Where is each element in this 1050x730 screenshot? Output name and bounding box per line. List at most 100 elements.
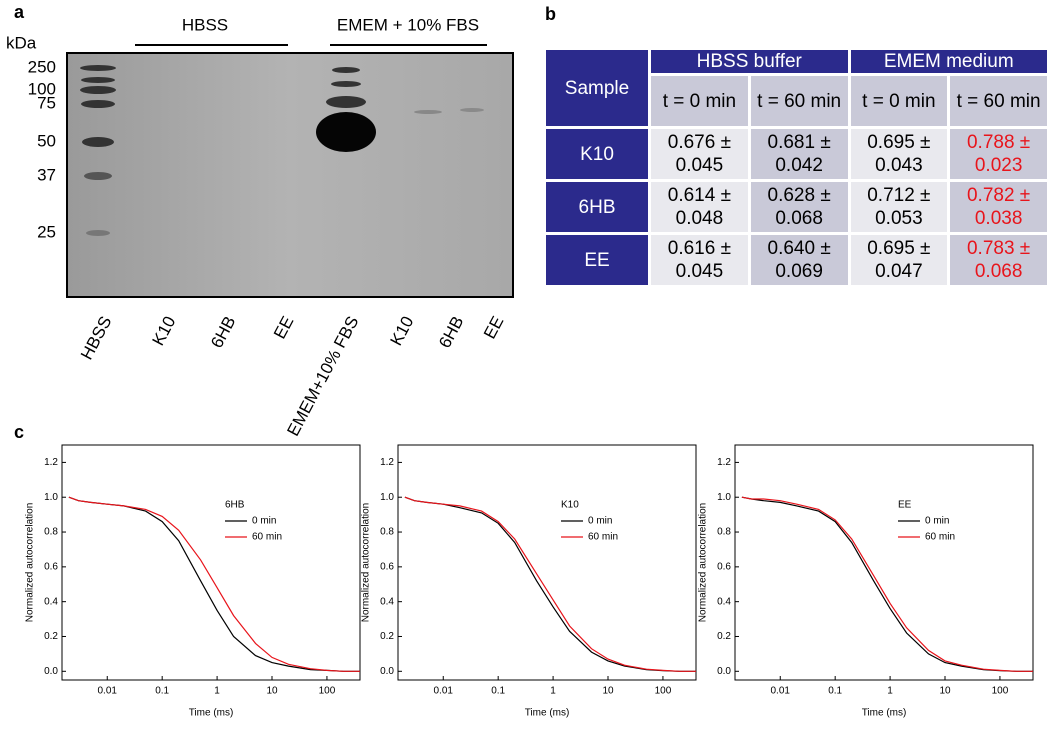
subheader-cell: t = 0 min [850,76,948,126]
chart-label: K10 [561,500,579,511]
y-tick-label: 1.0 [44,492,58,503]
value-cell: 0.695 ± 0.043 [850,129,948,179]
x-axis-label: Time (ms) [862,708,907,719]
legend-label: 0 min [252,516,276,527]
lane-label: 6HB [207,313,239,351]
y-tick-label: 0.0 [380,666,394,677]
chart-label: EE [898,500,912,511]
x-axis-label: Time (ms) [189,708,234,719]
y-tick-label: 1.2 [380,457,394,468]
x-tick-label: 100 [992,686,1009,697]
y-axis-label: Normalized autocorrelation [361,503,372,623]
marker-label: 25 [37,222,56,241]
y-tick-label: 0.0 [717,666,731,677]
lane-label: K10 [387,313,418,349]
value-cell: 0.676 ± 0.045 [651,129,748,179]
legend-label: 0 min [925,516,949,527]
y-tick-label: 0.2 [380,631,394,642]
value-cell: 0.640 ± 0.069 [750,235,848,285]
x-tick-label: 0.1 [491,686,505,697]
y-axis-label: Normalized autocorrelation [25,503,36,623]
series-line [741,496,1033,672]
value-cell: 0.712 ± 0.053 [850,182,948,232]
x-tick-label: 0.1 [155,686,169,697]
series-line [404,496,696,672]
lane-label: K10 [149,313,180,349]
lane-label: EMEM+10% FBS [283,313,362,439]
header-cell: EMEM medium [850,50,1047,73]
legend-label: 0 min [588,516,612,527]
chart-label: 6HB [225,500,245,511]
lane-label: 6HB [435,313,467,351]
x-tick-label: 100 [319,686,336,697]
value-cell: 0.783 ± 0.068 [950,235,1047,285]
y-tick-label: 0.4 [44,596,58,607]
value-cell: 0.681 ± 0.042 [750,129,848,179]
value-cell: 0.616 ± 0.045 [651,235,748,285]
x-tick-label: 0.01 [98,686,118,697]
x-tick-label: 10 [266,686,278,697]
legend-label: 60 min [252,532,282,543]
row-header: 6HB [546,182,649,232]
x-axis-label: Time (ms) [525,708,570,719]
x-tick-label: 0.01 [771,686,791,697]
group-label: EMEM + 10% FBS [337,15,479,34]
marker-label: 37 [37,165,56,184]
value-cell: 0.628 ± 0.068 [750,182,848,232]
x-tick-label: 100 [655,686,672,697]
y-tick-label: 0.4 [380,596,394,607]
header-cell: Sample [546,50,649,126]
y-tick-label: 1.0 [380,492,394,503]
value-cell: 0.695 ± 0.047 [850,235,948,285]
panel-label: a [14,2,25,22]
data-table: Sample HBSS buffer EMEM medium t = 0 min… [543,47,1050,288]
lane-label: EE [270,313,297,342]
y-tick-label: 0.6 [380,561,394,572]
x-tick-label: 1 [887,686,893,697]
y-tick-label: 0.0 [44,666,58,677]
x-tick-label: 1 [214,686,220,697]
row-header: EE [546,235,649,285]
x-tick-label: 0.01 [434,686,454,697]
plot-frame [397,444,697,681]
gel-bands [80,65,484,236]
y-tick-label: 1.2 [44,457,58,468]
x-tick-label: 0.1 [828,686,842,697]
y-tick-label: 0.4 [717,596,731,607]
x-tick-label: 10 [602,686,614,697]
plot-frame [734,444,1034,681]
lane-label: HBSS [77,313,116,363]
table-row: 6HB 0.614 ± 0.048 0.628 ± 0.068 0.712 ± 0.0… [546,182,1047,232]
group-label: HBSS [182,15,228,34]
y-tick-label: 0.2 [44,631,58,642]
series-line [68,496,360,672]
legend-label: 60 min [925,532,955,543]
value-cell: 0.614 ± 0.048 [651,182,748,232]
marker-label: 250 [28,57,56,76]
marker-label: 100 [28,79,56,98]
x-tick-label: 10 [939,686,951,697]
unit-label: kDa [6,33,37,52]
y-tick-label: 0.8 [717,527,731,538]
subheader-cell: t = 60 min [750,76,848,126]
table-row: K10 0.676 ± 0.045 0.681 ± 0.042 0.695 ± 0.0… [546,129,1047,179]
marker-label: 75 [37,93,56,112]
legend-label: 60 min [588,532,618,543]
y-tick-label: 0.6 [44,561,58,572]
series-line [404,496,696,672]
y-axis-label: Normalized autocorrelation [698,503,709,623]
value-cell: 0.788 ± 0.023 [950,129,1047,179]
x-tick-label: 1 [550,686,556,697]
plot-frame [61,444,361,681]
panel-label: b [545,4,556,24]
lane-label: EE [480,313,507,342]
y-tick-label: 0.6 [717,561,731,572]
y-tick-label: 0.2 [717,631,731,642]
subheader-cell: t = 0 min [651,76,748,126]
y-tick-label: 1.2 [717,457,731,468]
y-tick-label: 1.0 [717,492,731,503]
marker-label: 50 [37,131,56,150]
table-row: EE 0.616 ± 0.045 0.640 ± 0.069 0.695 ± 0.04… [546,235,1047,285]
